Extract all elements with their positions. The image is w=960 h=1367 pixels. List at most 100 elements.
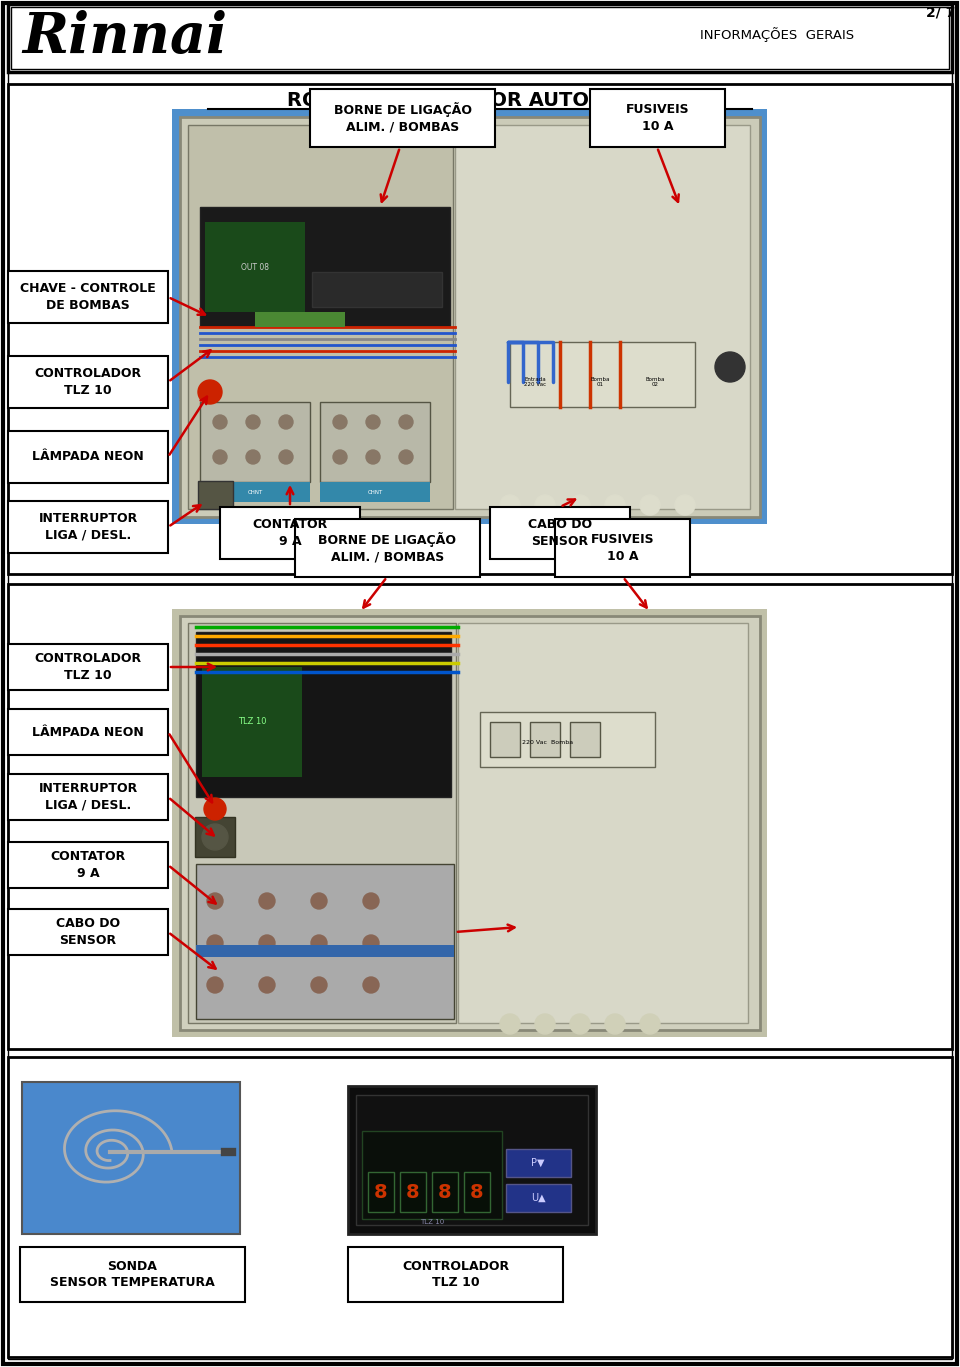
Text: Bomba
02: Bomba 02 bbox=[645, 376, 664, 387]
Bar bbox=[555, 519, 690, 577]
Circle shape bbox=[366, 416, 380, 429]
Bar bbox=[506, 1150, 571, 1177]
Bar bbox=[8, 4, 952, 72]
Circle shape bbox=[246, 416, 260, 429]
Circle shape bbox=[333, 416, 347, 429]
Bar bbox=[172, 610, 767, 1038]
Text: CABO DO
SENSOR: CABO DO SENSOR bbox=[56, 917, 120, 947]
Circle shape bbox=[570, 495, 590, 515]
Bar bbox=[8, 500, 168, 554]
Circle shape bbox=[207, 935, 223, 951]
Bar bbox=[348, 1085, 596, 1234]
Text: 220 Vac  Bomba: 220 Vac Bomba bbox=[522, 740, 573, 745]
Text: CHAVE - CONTROLE
DE BOMBAS: CHAVE - CONTROLE DE BOMBAS bbox=[20, 282, 156, 312]
Circle shape bbox=[675, 495, 695, 515]
Text: Bomba
01: Bomba 01 bbox=[590, 376, 610, 387]
Bar bbox=[198, 481, 233, 509]
Text: 2/ 7: 2/ 7 bbox=[925, 5, 955, 19]
Bar bbox=[506, 1184, 571, 1213]
Bar bbox=[200, 206, 450, 327]
Circle shape bbox=[500, 495, 520, 515]
Text: BORNE DE LIGAÇÃO
ALIM. / BOMBAS: BORNE DE LIGAÇÃO ALIM. / BOMBAS bbox=[333, 103, 471, 134]
Text: 8: 8 bbox=[374, 1182, 388, 1202]
Circle shape bbox=[333, 450, 347, 463]
Bar bbox=[22, 1083, 240, 1234]
Circle shape bbox=[366, 450, 380, 463]
Bar bbox=[196, 632, 451, 797]
Bar bbox=[590, 89, 725, 148]
Bar bbox=[458, 623, 748, 1023]
Circle shape bbox=[535, 1014, 555, 1033]
Circle shape bbox=[213, 416, 227, 429]
Bar bbox=[8, 644, 168, 690]
Bar bbox=[188, 124, 453, 509]
Circle shape bbox=[213, 450, 227, 463]
Bar bbox=[348, 1247, 563, 1301]
Circle shape bbox=[259, 977, 275, 992]
Circle shape bbox=[640, 495, 660, 515]
Bar bbox=[356, 1095, 588, 1225]
Circle shape bbox=[399, 416, 413, 429]
Bar bbox=[8, 83, 952, 574]
Circle shape bbox=[500, 1014, 520, 1033]
Text: RQC - CONTROLADOR AUTOMÁTICO: RQC - CONTROLADOR AUTOMÁTICO bbox=[287, 89, 673, 109]
Bar bbox=[570, 722, 600, 757]
Bar bbox=[8, 709, 168, 755]
Circle shape bbox=[363, 977, 379, 992]
Circle shape bbox=[605, 495, 625, 515]
Bar bbox=[490, 722, 520, 757]
Bar bbox=[8, 909, 168, 956]
Bar bbox=[200, 402, 310, 483]
Bar bbox=[8, 842, 168, 889]
Circle shape bbox=[198, 380, 222, 405]
Text: CONTROLADOR
TLZ 10: CONTROLADOR TLZ 10 bbox=[35, 652, 141, 682]
Circle shape bbox=[363, 935, 379, 951]
Bar bbox=[320, 483, 430, 502]
Text: SONDA
SENSOR TEMPERATURA: SONDA SENSOR TEMPERATURA bbox=[50, 1259, 215, 1289]
Bar bbox=[510, 342, 695, 407]
Bar bbox=[310, 89, 495, 148]
Text: CABO DO
SENSOR: CABO DO SENSOR bbox=[528, 518, 592, 548]
Text: INFORMAÇÕES  GERAIS: INFORMAÇÕES GERAIS bbox=[700, 27, 854, 42]
Text: 8: 8 bbox=[438, 1182, 452, 1202]
Text: CONTATOR
9 A: CONTATOR 9 A bbox=[50, 850, 126, 880]
Bar bbox=[295, 519, 480, 577]
Bar bbox=[220, 507, 360, 559]
Bar bbox=[400, 1172, 426, 1213]
Bar bbox=[8, 1057, 952, 1357]
Bar bbox=[202, 667, 302, 776]
Text: Entrada
220 Vac: Entrada 220 Vac bbox=[524, 376, 546, 387]
Bar bbox=[196, 864, 454, 1018]
Circle shape bbox=[202, 824, 228, 850]
Bar bbox=[490, 507, 630, 559]
Circle shape bbox=[311, 935, 327, 951]
Bar bbox=[480, 712, 655, 767]
Bar bbox=[8, 431, 168, 483]
Text: LÂMPADA NEON: LÂMPADA NEON bbox=[32, 726, 144, 738]
Circle shape bbox=[207, 977, 223, 992]
Text: U▲: U▲ bbox=[531, 1193, 545, 1203]
Circle shape bbox=[279, 416, 293, 429]
Text: INTERRUPTOR
LIGA / DESL.: INTERRUPTOR LIGA / DESL. bbox=[38, 513, 137, 541]
Bar bbox=[432, 1172, 458, 1213]
Bar bbox=[530, 722, 560, 757]
Text: CHNT: CHNT bbox=[368, 489, 383, 495]
Text: LÂMPADA NEON: LÂMPADA NEON bbox=[32, 451, 144, 463]
Bar bbox=[368, 1172, 394, 1213]
Circle shape bbox=[259, 935, 275, 951]
Bar bbox=[188, 623, 456, 1023]
Text: FUSIVEIS
10 A: FUSIVEIS 10 A bbox=[590, 533, 655, 563]
Bar bbox=[362, 1131, 502, 1219]
Text: CONTROLADOR
TLZ 10: CONTROLADOR TLZ 10 bbox=[35, 366, 141, 396]
Circle shape bbox=[207, 893, 223, 909]
Bar bbox=[20, 1247, 245, 1301]
Circle shape bbox=[204, 798, 226, 820]
Bar bbox=[8, 774, 168, 820]
Circle shape bbox=[311, 977, 327, 992]
Text: 8: 8 bbox=[470, 1182, 484, 1202]
Circle shape bbox=[246, 450, 260, 463]
Text: INTERRUPTOR
LIGA / DESL.: INTERRUPTOR LIGA / DESL. bbox=[38, 782, 137, 812]
Bar bbox=[205, 221, 305, 312]
Circle shape bbox=[570, 1014, 590, 1033]
Bar bbox=[180, 118, 760, 517]
